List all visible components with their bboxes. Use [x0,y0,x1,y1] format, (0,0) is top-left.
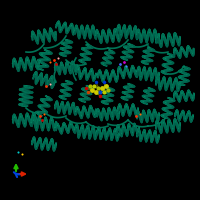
Polygon shape [76,106,96,118]
Polygon shape [161,98,175,118]
Polygon shape [98,70,118,82]
Polygon shape [13,113,39,127]
Polygon shape [102,88,114,104]
Polygon shape [13,57,39,71]
Polygon shape [118,104,138,116]
Polygon shape [32,117,56,131]
Polygon shape [75,25,97,39]
Polygon shape [59,81,73,99]
Polygon shape [178,67,190,85]
Polygon shape [161,54,175,74]
Polygon shape [79,45,93,63]
Polygon shape [33,72,55,88]
Polygon shape [32,137,56,151]
Polygon shape [96,29,120,43]
Polygon shape [156,119,180,133]
Polygon shape [79,86,93,102]
Polygon shape [174,90,194,102]
Polygon shape [141,88,155,104]
Polygon shape [75,25,97,39]
Polygon shape [19,86,33,106]
Polygon shape [56,21,76,35]
Polygon shape [156,33,180,47]
Polygon shape [56,122,76,134]
Polygon shape [32,137,56,151]
Polygon shape [55,101,77,115]
Polygon shape [98,70,118,82]
Polygon shape [142,48,154,64]
Polygon shape [121,84,135,100]
Polygon shape [55,61,77,75]
Polygon shape [137,29,159,43]
Polygon shape [56,122,76,134]
Polygon shape [60,40,72,56]
Polygon shape [156,119,180,133]
Polygon shape [156,77,180,91]
Polygon shape [75,125,97,139]
Polygon shape [32,28,56,44]
Polygon shape [60,40,72,56]
Polygon shape [117,25,139,39]
Polygon shape [156,77,180,91]
Polygon shape [32,117,56,131]
Polygon shape [56,21,76,35]
Polygon shape [36,50,52,70]
Polygon shape [55,101,77,115]
Polygon shape [117,123,139,137]
Polygon shape [32,28,56,44]
Polygon shape [76,67,96,81]
Polygon shape [137,129,159,143]
Polygon shape [76,67,96,81]
Polygon shape [13,57,39,71]
Polygon shape [33,72,55,88]
Polygon shape [97,107,119,121]
Polygon shape [121,44,135,60]
Polygon shape [174,46,194,58]
Polygon shape [75,125,97,139]
Polygon shape [19,86,33,106]
Polygon shape [55,61,77,75]
Polygon shape [174,90,194,102]
Polygon shape [36,96,52,116]
Polygon shape [97,127,119,141]
Polygon shape [97,107,119,121]
Polygon shape [178,67,190,85]
Polygon shape [161,98,175,118]
Polygon shape [142,48,154,64]
Polygon shape [175,110,193,122]
Polygon shape [175,110,193,122]
Polygon shape [96,29,120,43]
Polygon shape [101,50,115,66]
Polygon shape [118,66,138,78]
Polygon shape [137,29,159,43]
Polygon shape [141,88,155,104]
Polygon shape [79,45,93,63]
Polygon shape [76,106,96,118]
Polygon shape [13,113,39,127]
Polygon shape [137,67,159,81]
Polygon shape [117,25,139,39]
Polygon shape [118,66,138,78]
Polygon shape [59,81,73,99]
Polygon shape [102,88,114,104]
Polygon shape [137,129,159,143]
Polygon shape [36,50,52,70]
Polygon shape [97,127,119,141]
Polygon shape [79,86,93,102]
Polygon shape [137,109,159,123]
Polygon shape [174,46,194,58]
Polygon shape [101,50,115,66]
Polygon shape [137,67,159,81]
Polygon shape [156,33,180,47]
Polygon shape [118,104,138,116]
Polygon shape [117,123,139,137]
Polygon shape [36,96,52,116]
Polygon shape [121,44,135,60]
Polygon shape [161,54,175,74]
Polygon shape [121,84,135,100]
Polygon shape [137,109,159,123]
